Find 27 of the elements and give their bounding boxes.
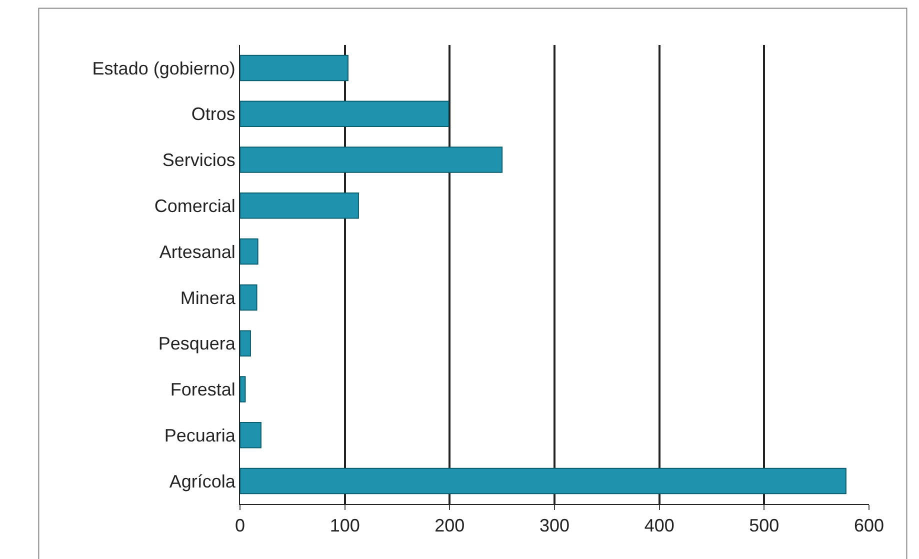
x-tick-label: 300 bbox=[539, 516, 570, 536]
bar bbox=[240, 422, 262, 448]
x-tick-label: 400 bbox=[644, 516, 674, 536]
x-tick-label: 100 bbox=[330, 516, 360, 536]
y-tick-label: Agrícola bbox=[169, 471, 236, 492]
y-tick-label: Estado (gobierno) bbox=[92, 58, 236, 78]
x-tick-label: 600 bbox=[854, 516, 884, 536]
y-tick-label: Forestal bbox=[170, 380, 236, 400]
bar bbox=[240, 468, 846, 494]
bar bbox=[240, 330, 251, 356]
y-tick-label: Servicios bbox=[162, 150, 236, 170]
y-tick-label: Artesanal bbox=[159, 242, 236, 262]
bar bbox=[240, 376, 246, 402]
x-tick-label: 500 bbox=[749, 516, 780, 536]
y-tick-label: Pesquera bbox=[158, 334, 236, 354]
x-tick-label: 0 bbox=[234, 516, 246, 536]
bar bbox=[240, 54, 348, 82]
y-tick-label: Pecuaria bbox=[164, 425, 236, 446]
bar bbox=[240, 192, 359, 219]
x-tick-label: 200 bbox=[434, 516, 465, 536]
y-tick-label: Otros bbox=[191, 104, 236, 124]
bar bbox=[240, 238, 258, 265]
bar bbox=[240, 284, 258, 311]
y-tick-label: Comercial bbox=[154, 196, 236, 216]
bar bbox=[240, 146, 503, 173]
y-tick-label: Minera bbox=[180, 288, 236, 308]
bar bbox=[240, 100, 450, 127]
